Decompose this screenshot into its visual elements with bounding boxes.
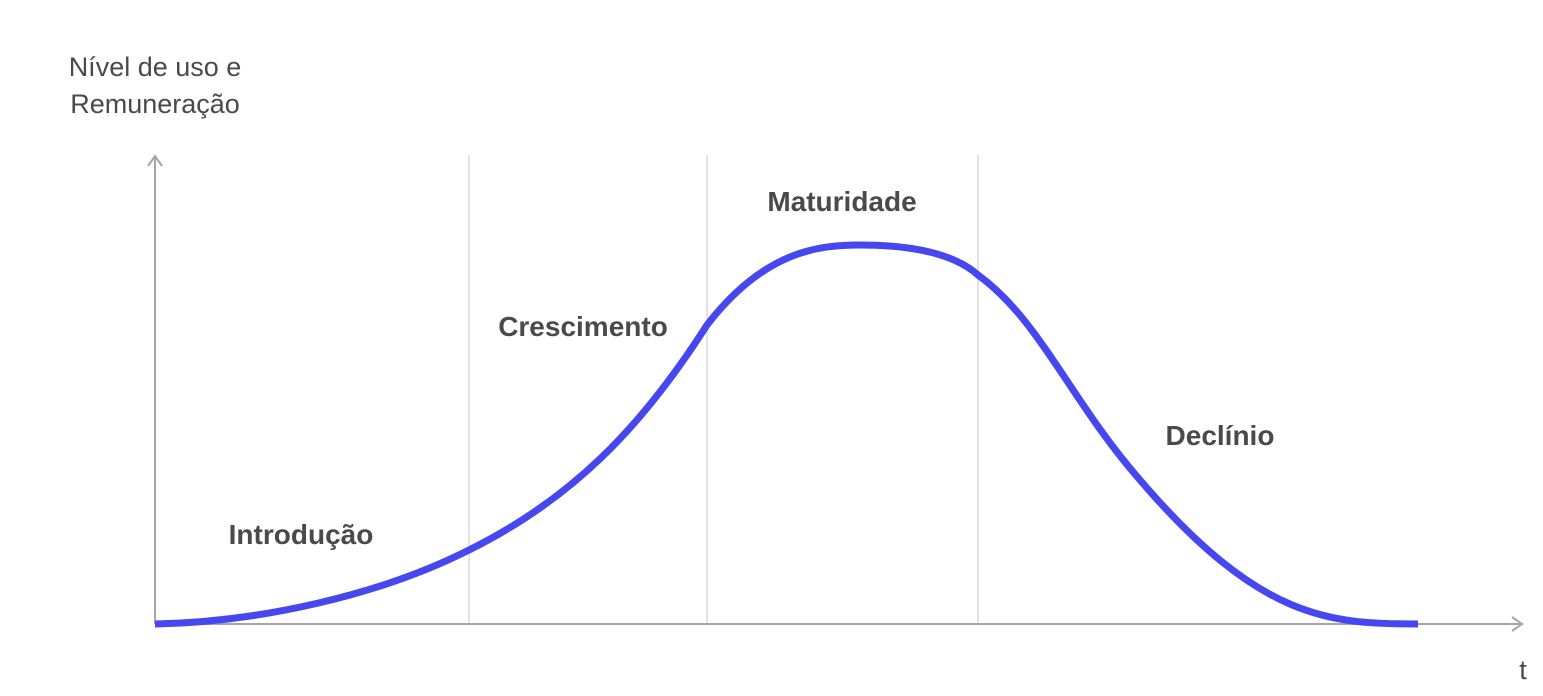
x-axis-label: t — [1519, 655, 1527, 685]
y-axis-label-line-2: Remuneração — [70, 89, 240, 119]
x-axis-arrow-icon — [1511, 616, 1524, 632]
y-axis-arrow-icon — [147, 154, 163, 167]
stage-label-declinio: Declínio — [1166, 420, 1275, 451]
y-axis-label-line-1: Nível de uso e — [69, 52, 242, 82]
stage-label-maturidade: Maturidade — [767, 186, 916, 217]
stage-label-crescimento: Crescimento — [498, 311, 668, 342]
stage-label-introducao: Introdução — [229, 519, 374, 550]
life-cycle-curve — [154, 241, 1419, 628]
